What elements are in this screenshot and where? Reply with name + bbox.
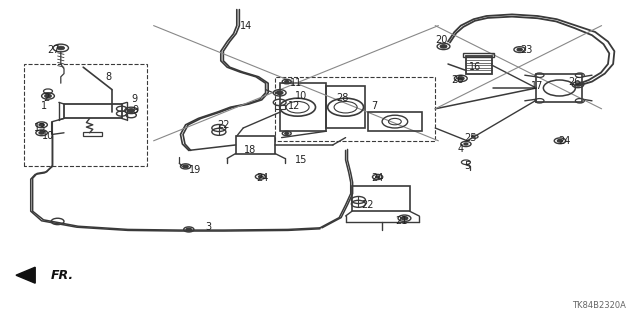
Text: 9: 9 xyxy=(132,105,139,116)
Circle shape xyxy=(57,46,65,50)
Circle shape xyxy=(128,109,134,112)
Text: 17: 17 xyxy=(531,81,544,92)
Bar xyxy=(368,112,422,131)
Text: 21: 21 xyxy=(396,216,408,226)
Text: 18: 18 xyxy=(243,145,256,156)
Circle shape xyxy=(285,81,289,83)
Circle shape xyxy=(464,143,468,145)
Text: 24: 24 xyxy=(371,172,384,183)
Text: 22: 22 xyxy=(362,200,374,210)
Text: 4: 4 xyxy=(458,144,464,154)
Text: 26: 26 xyxy=(568,76,580,87)
Circle shape xyxy=(45,94,51,98)
Circle shape xyxy=(259,176,262,178)
Text: 19: 19 xyxy=(189,164,202,175)
Bar xyxy=(83,132,102,136)
Text: 2: 2 xyxy=(43,92,49,103)
Text: 27: 27 xyxy=(47,44,60,55)
Text: 15: 15 xyxy=(294,155,307,165)
Text: 24: 24 xyxy=(256,172,269,183)
Text: 14: 14 xyxy=(240,20,253,31)
Circle shape xyxy=(440,45,447,48)
Text: 23: 23 xyxy=(520,44,533,55)
Text: 10: 10 xyxy=(294,91,307,101)
Text: 9: 9 xyxy=(131,94,138,104)
Circle shape xyxy=(557,140,563,142)
Text: 10: 10 xyxy=(42,131,54,141)
Circle shape xyxy=(183,165,188,168)
Text: 11: 11 xyxy=(289,78,302,88)
Circle shape xyxy=(401,217,408,220)
Text: 20: 20 xyxy=(435,35,448,45)
Text: FR.: FR. xyxy=(51,269,74,282)
Circle shape xyxy=(575,84,580,86)
Circle shape xyxy=(517,48,522,51)
Circle shape xyxy=(276,91,283,94)
Text: 3: 3 xyxy=(205,222,211,232)
Circle shape xyxy=(186,228,191,231)
Circle shape xyxy=(39,124,44,126)
Text: 26: 26 xyxy=(451,75,464,85)
Text: 8: 8 xyxy=(106,72,112,82)
Circle shape xyxy=(376,176,380,178)
Bar xyxy=(463,53,494,57)
Text: 5: 5 xyxy=(464,161,470,172)
Text: 25: 25 xyxy=(464,132,477,143)
Circle shape xyxy=(39,132,44,134)
Text: 1: 1 xyxy=(40,100,47,111)
Bar xyxy=(466,56,492,74)
Text: 28: 28 xyxy=(336,92,349,103)
Text: TK84B2320A: TK84B2320A xyxy=(572,301,626,310)
Polygon shape xyxy=(16,267,35,283)
Text: 16: 16 xyxy=(468,62,481,72)
Circle shape xyxy=(458,77,464,80)
Circle shape xyxy=(285,132,289,134)
Text: 12: 12 xyxy=(288,100,301,111)
Text: 24: 24 xyxy=(558,136,571,146)
Text: 7: 7 xyxy=(371,100,378,111)
Bar xyxy=(64,104,122,118)
Text: 13: 13 xyxy=(33,123,46,133)
Text: 22: 22 xyxy=(218,120,230,130)
Bar xyxy=(275,105,285,109)
